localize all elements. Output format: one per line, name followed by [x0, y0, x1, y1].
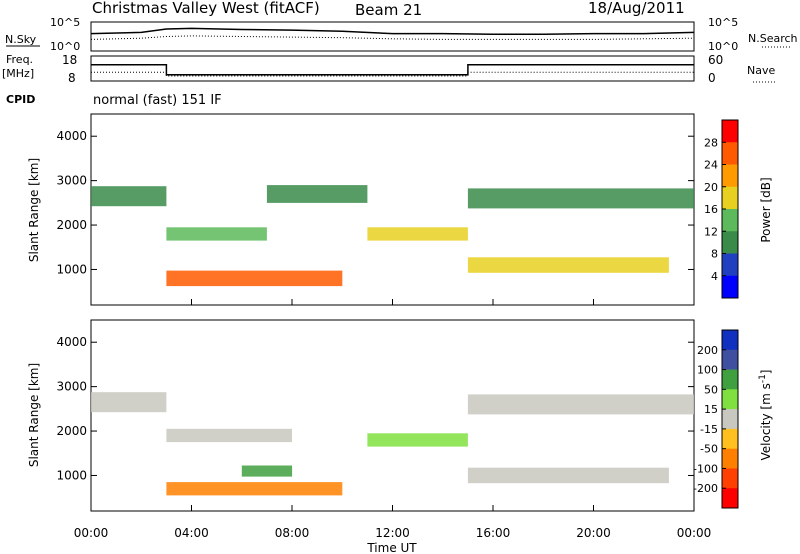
x-tick-label: 08:00	[275, 526, 310, 540]
colorbar-swatch	[722, 428, 738, 450]
noise-tick-bottom: 10^0	[50, 40, 80, 53]
velocity-colorbar-label-text: Velocity [m s	[759, 383, 773, 460]
data-region	[467, 257, 669, 273]
colorbar-tick-label: -50	[700, 443, 718, 456]
x-tick-label: 04:00	[174, 526, 209, 540]
colorbar-swatch	[722, 231, 738, 254]
nave-tick-top: 60	[708, 53, 723, 67]
x-tick-label: 00:00	[74, 526, 109, 540]
data-region	[166, 270, 343, 287]
colorbar-tick-label: 50	[704, 383, 718, 396]
y-tick-label: 4000	[56, 129, 87, 143]
colorbar-swatch	[722, 448, 738, 469]
x-tick-label: 16:00	[476, 526, 511, 540]
data-region	[367, 227, 468, 241]
colorbar-swatch	[722, 120, 738, 143]
colorbar-swatch	[722, 330, 738, 351]
beam-label: Beam 21	[355, 1, 422, 19]
colorbar-swatch	[722, 186, 738, 210]
y-tick-label: 1000	[56, 262, 87, 276]
colorbar-swatch	[722, 209, 738, 232]
colorbar-tick-label: -15	[700, 423, 718, 436]
colorbar-tick-label: 16	[704, 203, 718, 216]
noise-tick-bottom-right: 10^0	[708, 40, 738, 53]
velocity-colorbar-label-sup: -1	[758, 374, 768, 383]
time-axis-label: Time UT	[366, 541, 417, 554]
data-region	[166, 428, 292, 443]
colorbar-swatch	[722, 349, 738, 371]
y-tick-label: 3000	[56, 380, 87, 394]
colorbar-tick-label: 200	[697, 344, 718, 357]
y-tick-label: 1000	[56, 468, 87, 482]
cpid-text: normal (fast) 151 IF	[93, 93, 222, 108]
y-tick-label: 2000	[56, 218, 87, 232]
power-colorbar-label: Power [dB]	[759, 177, 773, 242]
freq-unit-label: [MHz]	[2, 67, 34, 80]
data-region	[467, 467, 669, 484]
colorbar-swatch	[722, 164, 738, 188]
data-region	[91, 392, 167, 413]
y-tick-label: 3000	[56, 174, 87, 188]
y-tick-label: 4000	[56, 335, 87, 349]
colorbar-tick-label: 8	[711, 248, 718, 261]
colorbar-tick-label: -200	[693, 482, 718, 495]
colorbar-swatch	[722, 389, 738, 410]
x-tick-label: 00:00	[677, 526, 712, 540]
data-region	[467, 394, 694, 415]
colorbar-swatch	[722, 369, 738, 390]
data-region	[266, 185, 368, 203]
colorbar-swatch	[722, 275, 738, 299]
colorbar-tick-label: -100	[693, 462, 718, 475]
data-region	[166, 482, 343, 496]
data-region	[166, 227, 267, 241]
freq-tick-top: 18	[62, 53, 77, 67]
data-region	[241, 465, 293, 477]
noise-tick-top: 10^5	[50, 16, 80, 29]
nave-label: Nave	[747, 64, 775, 77]
velocity-data	[91, 392, 694, 496]
nsky-label: N.Sky	[5, 33, 37, 46]
colorbar-swatch	[722, 468, 738, 489]
colorbar-tick-label: 12	[704, 225, 718, 238]
colorbar-tick-label: 4	[711, 270, 718, 283]
colorbar-swatch	[722, 253, 738, 277]
colorbar-frame	[721, 329, 739, 509]
colorbar-swatch	[722, 409, 738, 430]
freq-label: Freq.	[6, 53, 33, 66]
data-region	[367, 433, 468, 447]
nave-tick-bottom: 0	[708, 71, 716, 85]
freq-tick-bottom: 8	[68, 71, 76, 85]
freq-series	[91, 64, 694, 76]
colorbar-tick-label: 20	[704, 181, 718, 194]
power-data	[91, 185, 694, 287]
nsky-series	[90, 27, 695, 35]
velocity-ylabel: Slant Range [km]	[27, 363, 41, 467]
colorbar-tick-label: 15	[704, 403, 718, 416]
colorbar-swatch	[722, 488, 738, 509]
power-colorbar: 28 24 20 16 12 8 4	[704, 119, 739, 299]
colorbar-swatch	[722, 142, 738, 165]
nsearch-series	[90, 35, 695, 40]
colorbar-tick-label: 24	[704, 159, 718, 172]
x-tick-label: 12:00	[375, 526, 410, 540]
title: Christmas Valley West (fitACF)	[92, 0, 320, 17]
cpid-label: CPID	[6, 93, 35, 106]
date-label: 18/Aug/2011	[588, 0, 685, 17]
freq-panel-frame	[90, 55, 695, 82]
velocity-colorbar-label-end: ]	[759, 370, 773, 375]
velocity-colorbar-label: Velocity [m s-1]	[758, 370, 773, 461]
colorbar-tick-label: 100	[697, 364, 718, 377]
data-region	[467, 188, 694, 209]
velocity-colorbar: 200 100 50 15 -15 -50 -100 -200	[693, 329, 739, 509]
data-region	[91, 186, 167, 207]
y-tick-label: 2000	[56, 424, 87, 438]
nsearch-label: N.Search	[748, 32, 798, 45]
power-ylabel: Slant Range [km]	[27, 158, 41, 262]
colorbar-tick-label: 28	[704, 136, 718, 149]
x-tick-label: 20:00	[576, 526, 611, 540]
noise-panel-frame	[90, 21, 695, 52]
noise-tick-top-right: 10^5	[708, 16, 738, 29]
